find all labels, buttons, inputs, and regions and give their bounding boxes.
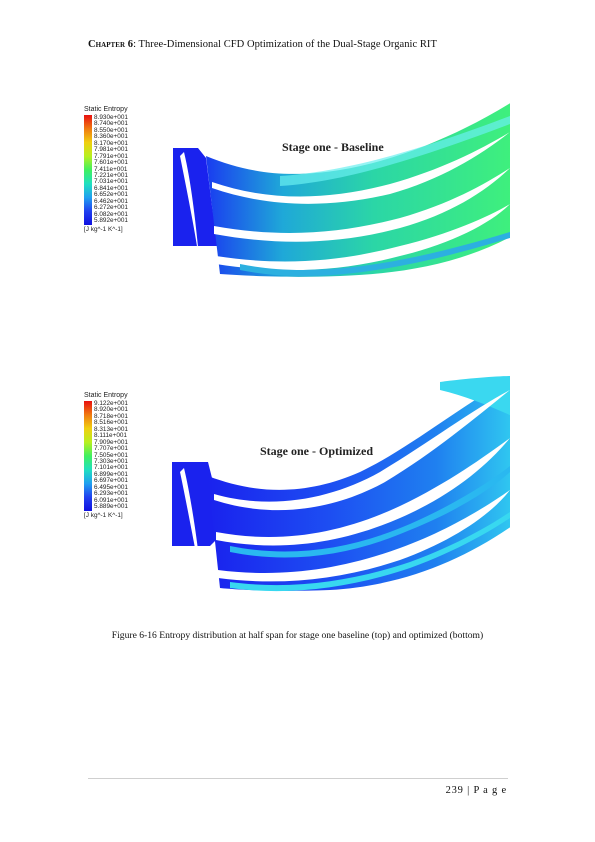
optimized-rotor-blade-1 [214, 390, 510, 511]
optimized-stage-label: Stage one - Optimized [260, 444, 373, 458]
legend-tick: 7.031e+001 [94, 178, 128, 186]
legend-tick: 8.718e+001 [94, 412, 128, 420]
optimized-stator-blade [180, 468, 202, 584]
legend-tick: 7.601e+001 [94, 159, 128, 167]
optimized-legend-unit: [J kg^-1 K^-1] [84, 512, 123, 519]
legend-tick: 7.411e+001 [94, 165, 128, 173]
optimized-legend: Static Entropy 9.122e+001 8.920e+001 8.7… [84, 392, 128, 519]
legend-tick: 8.313e+001 [94, 425, 128, 433]
optimized-contour-plot [172, 376, 510, 592]
legend-tick: 6.899e+001 [94, 470, 128, 478]
baseline-stator-blade [180, 152, 200, 266]
baseline-contour-plot [173, 103, 510, 277]
legend-tick: 6.841e+001 [94, 184, 128, 192]
legend-tick: 7.303e+001 [94, 457, 128, 465]
running-header: Chapter 6: Three-Dimensional CFD Optimiz… [88, 39, 437, 50]
optimized-rotor-blade-3 [218, 490, 510, 582]
baseline-legend-title: Static Entropy [84, 106, 128, 113]
figure-optimized: Static Entropy 9.122e+001 8.920e+001 8.7… [80, 376, 510, 600]
page-number-value: 239 [445, 785, 464, 796]
baseline-rotor-blade-1 [212, 132, 510, 204]
legend-tick: 7.221e+001 [94, 171, 128, 179]
baseline-legend-values: 8.930e+001 8.740e+001 8.550e+001 8.360e+… [94, 114, 128, 225]
legend-tick: 8.930e+001 [94, 114, 128, 121]
legend-tick: 6.652e+001 [94, 191, 128, 199]
chapter-title: : Three-Dimensional CFD Optimization of … [133, 39, 437, 50]
legend-tick: 7.505e+001 [94, 451, 128, 459]
legend-tick: 8.360e+001 [94, 133, 128, 141]
legend-tick: 6.697e+001 [94, 477, 128, 485]
legend-tick: 8.516e+001 [94, 419, 128, 427]
legend-tick: 7.981e+001 [94, 146, 128, 154]
legend-tick: 7.707e+001 [94, 445, 128, 453]
baseline-rotor-blade-2 [214, 168, 510, 242]
optimized-legend-title: Static Entropy [84, 392, 128, 399]
legend-tick: 8.550e+001 [94, 126, 128, 134]
baseline-legend-unit: [J kg^-1 K^-1] [84, 226, 123, 233]
legend-tick: 7.791e+001 [94, 152, 128, 160]
legend-tick: 8.740e+001 [94, 120, 128, 128]
legend-tick: 6.272e+001 [94, 204, 128, 212]
legend-tick: 8.920e+001 [94, 406, 128, 414]
page-number-separator: | [467, 785, 471, 796]
legend-tick: 6.462e+001 [94, 197, 128, 205]
legend-tick: 8.111e+001 [94, 432, 127, 440]
legend-tick: 5.892e+001 [94, 217, 128, 224]
footer-divider [88, 778, 508, 779]
legend-tick: 6.091e+001 [94, 496, 128, 504]
baseline-legend: Static Entropy 8.930e+001 8.740e+001 8.5… [84, 106, 128, 233]
legend-tick: 8.170e+001 [94, 139, 128, 147]
chapter-label: Chapter 6 [88, 39, 134, 50]
figure-baseline: Static Entropy 8.930e+001 8.740e+001 8.5… [80, 96, 510, 308]
page-number: 239 | P a g e [446, 785, 507, 796]
baseline-rotor-blade-3 [216, 204, 510, 271]
legend-tick: 6.082e+001 [94, 210, 128, 218]
figure-caption: Figure 6-16 Entropy distribution at half… [111, 630, 484, 641]
legend-tick: 6.495e+001 [94, 483, 128, 491]
legend-tick: 7.909e+001 [94, 438, 128, 446]
legend-tick: 5.889e+001 [94, 503, 128, 510]
baseline-stage-label: Stage one - Baseline [282, 140, 384, 154]
legend-tick: 9.122e+001 [94, 400, 128, 407]
legend-tick: 7.101e+001 [94, 464, 128, 472]
legend-tick: 6.293e+001 [94, 490, 128, 498]
optimized-legend-values: 9.122e+001 8.920e+001 8.718e+001 8.516e+… [94, 400, 128, 511]
page-number-label: P a g e [473, 785, 507, 796]
optimized-rotor-blade-2 [216, 438, 510, 546]
optimized-legend-color-bar [84, 401, 92, 511]
baseline-legend-color-bar [84, 115, 92, 225]
